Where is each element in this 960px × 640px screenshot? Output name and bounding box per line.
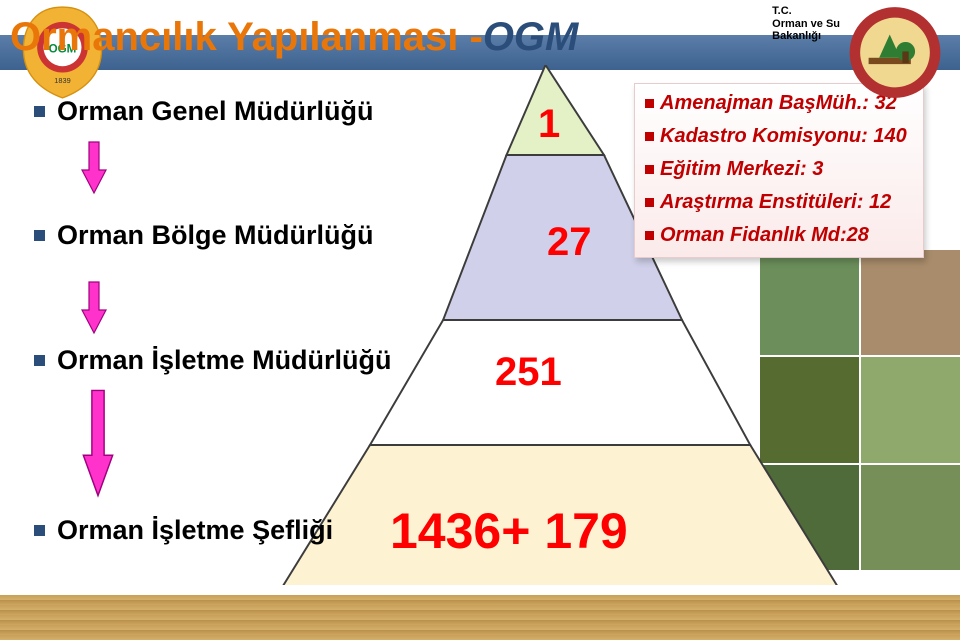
ministry-line: Bakanlığı bbox=[772, 30, 840, 43]
ministry-logo-right bbox=[845, 5, 945, 100]
pyramid-value: 251 bbox=[495, 350, 562, 395]
pyramid-value: 1 bbox=[538, 102, 560, 147]
arrow-down-icon bbox=[80, 280, 108, 335]
annotation-line: Araştırma Enstitüleri: 12 bbox=[645, 191, 913, 214]
annotation-box: Amenajman BaşMüh.: 32 Kadastro Komisyonu… bbox=[634, 83, 924, 258]
annotation-text: Eğitim Merkezi: 3 bbox=[660, 158, 823, 181]
bullet-icon bbox=[34, 106, 45, 117]
pyramid-value: 27 bbox=[547, 220, 592, 265]
level-label: Orman İşletme Müdürlüğü bbox=[57, 345, 392, 376]
level-label: Orman Bölge Müdürlüğü bbox=[57, 220, 374, 251]
level-item: Orman Genel Müdürlüğü bbox=[34, 96, 374, 127]
bullet-icon bbox=[645, 99, 654, 108]
bullet-icon bbox=[34, 525, 45, 536]
ministry-line: Orman ve Su bbox=[772, 18, 840, 31]
annotation-text: Orman Fidanlık Md:28 bbox=[660, 224, 869, 247]
bullet-icon bbox=[645, 198, 654, 207]
level-item: Orman İşletme Şefliği bbox=[34, 515, 333, 546]
arrow-down-icon bbox=[80, 388, 116, 498]
bullet-icon bbox=[645, 231, 654, 240]
annotation-line: Orman Fidanlık Md:28 bbox=[645, 224, 913, 247]
title-part1: Ormancılık Yapılanması - bbox=[10, 15, 483, 59]
bullet-icon bbox=[34, 230, 45, 241]
annotation-text: Kadastro Komisyonu: 140 bbox=[660, 125, 907, 148]
level-label: Orman Genel Müdürlüğü bbox=[57, 96, 374, 127]
ministry-label: T.C. Orman ve Su Bakanlığı bbox=[772, 5, 840, 43]
annotation-line: Kadastro Komisyonu: 140 bbox=[645, 125, 913, 148]
annotation-text: Araştırma Enstitüleri: 12 bbox=[660, 191, 891, 214]
arrow-down-icon bbox=[80, 140, 108, 195]
bullet-icon bbox=[34, 355, 45, 366]
bottom-wood-strip bbox=[0, 585, 960, 640]
annotation-line: Eğitim Merkezi: 3 bbox=[645, 158, 913, 181]
pyramid-value: 1436+ 179 bbox=[390, 502, 628, 560]
level-label: Orman İşletme Şefliği bbox=[57, 515, 333, 546]
bullet-icon bbox=[645, 165, 654, 174]
bullet-icon bbox=[645, 132, 654, 141]
svg-text:1839: 1839 bbox=[54, 76, 70, 85]
slide: OGM 1839 T.C. Orman ve Su Bakanlığı Orma… bbox=[0, 0, 960, 640]
level-item: Orman Bölge Müdürlüğü bbox=[34, 220, 374, 251]
level-item: Orman İşletme Müdürlüğü bbox=[34, 345, 392, 376]
slide-title: Ormancılık Yapılanması -OGM bbox=[10, 15, 578, 60]
title-part2: OGM bbox=[483, 15, 579, 59]
ministry-line: T.C. bbox=[772, 5, 840, 18]
